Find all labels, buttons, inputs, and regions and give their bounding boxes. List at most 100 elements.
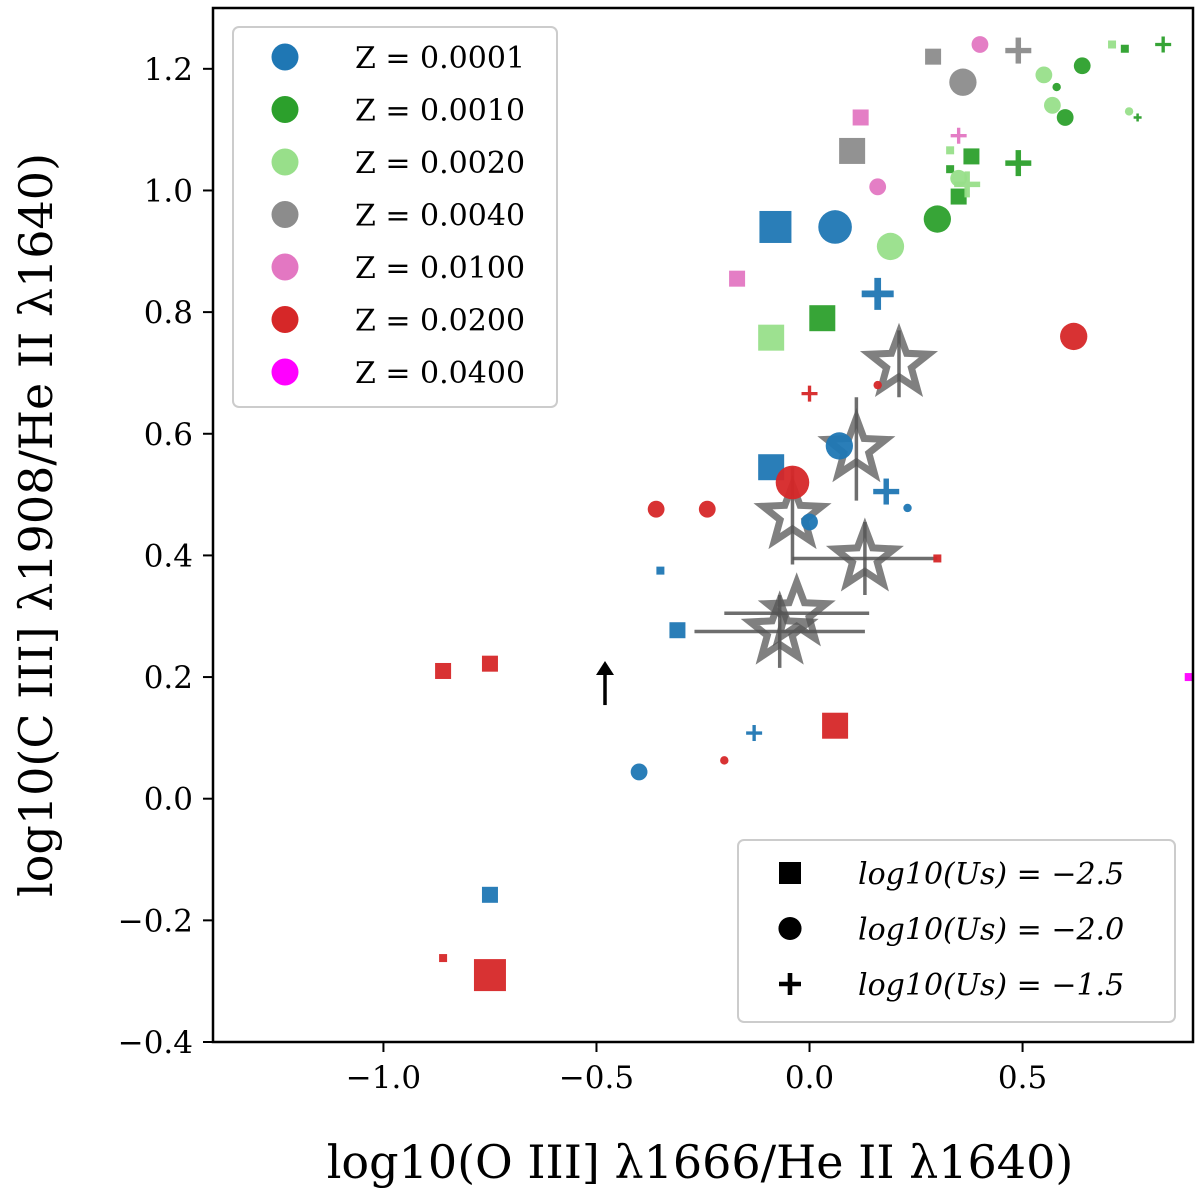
legend-label: Z = 0.0020 [355, 146, 525, 181]
data-point-circle [1056, 109, 1074, 126]
series-Z0010 [809, 36, 1172, 332]
legend-item-plus: log10(Us) = −1.5 [779, 968, 1124, 1003]
y-tick-label: 0.6 [144, 417, 193, 453]
legend-marker-square [779, 862, 801, 884]
model-points-layer [435, 36, 1193, 992]
data-point-circle [647, 500, 665, 518]
data-point-plus [873, 478, 900, 505]
legend-item-Z0400: Z = 0.0400 [271, 356, 525, 391]
data-point-circle [775, 465, 810, 500]
data-point-square [809, 305, 836, 332]
data-point-circle [1043, 96, 1061, 114]
data-point-circle [630, 763, 648, 781]
observation-star [724, 572, 870, 647]
legend-label: Z = 0.0001 [355, 41, 525, 76]
x-tick-label: 0.0 [785, 1060, 834, 1096]
data-point-plus [1005, 150, 1032, 177]
x-axis-title: log10(O III] λ1666/He II λ1640) [327, 1135, 1074, 1189]
legend-label: Z = 0.0400 [355, 356, 525, 391]
legend-label: Z = 0.0010 [355, 94, 525, 129]
series-Z0100 [729, 36, 989, 287]
data-point-circle [971, 36, 989, 53]
x-tick-label: −0.5 [559, 1060, 634, 1096]
legend-label: Z = 0.0200 [355, 304, 525, 339]
legend-item-circle: log10(Us) = −2.0 [778, 913, 1124, 948]
legend-label: Z = 0.0040 [355, 199, 525, 234]
observation-star [694, 590, 865, 668]
legend-item-Z0040: Z = 0.0040 [271, 199, 525, 234]
data-point-square [669, 622, 686, 639]
legend-label: Z = 0.0100 [355, 251, 525, 286]
data-point-circle [825, 432, 853, 460]
data-point-circle [876, 232, 905, 261]
data-point-square [950, 188, 967, 205]
legend-label: log10(Us) = −2.0 [858, 913, 1124, 948]
star-marker [753, 474, 832, 550]
data-point-circle [1124, 107, 1134, 116]
data-point-plus [1133, 113, 1142, 122]
observations-layer [694, 322, 939, 668]
legend-swatch [271, 358, 299, 386]
data-point-square [656, 566, 665, 575]
star-marker [740, 590, 819, 665]
legend-item-Z0100: Z = 0.0100 [271, 251, 525, 286]
data-point-square [822, 712, 849, 739]
observation-star [792, 517, 938, 595]
data-point-plus [801, 385, 818, 402]
legend-item-Z0020: Z = 0.0020 [271, 146, 525, 181]
data-point-circle [1035, 66, 1053, 84]
data-point-plus [1155, 36, 1172, 53]
data-point-square [481, 886, 498, 903]
data-point-circle [720, 756, 729, 765]
legend-swatch [271, 43, 299, 71]
data-point-square [481, 655, 498, 672]
data-point-circle [818, 210, 852, 244]
legend-marker-circle [778, 916, 802, 941]
data-point-square [439, 954, 448, 963]
data-point-plus [950, 127, 967, 144]
data-point-square [963, 148, 980, 165]
x-tick-label: −1.0 [346, 1060, 421, 1096]
star-marker [825, 517, 904, 592]
legend-swatch [271, 253, 299, 281]
data-point-circle [698, 500, 716, 518]
series-Z0040 [839, 37, 1032, 164]
y-tick-label: 1.2 [144, 52, 193, 88]
star-marker [757, 572, 836, 647]
legend-swatch [271, 201, 299, 228]
data-point-circle [801, 513, 818, 531]
data-point-circle [1052, 82, 1061, 92]
data-point-plus [746, 725, 763, 742]
data-point-square [925, 48, 942, 65]
legends-layer: Z = 0.0001 Z = 0.0010 Z = 0.0020 Z = 0.0040… [232, 26, 1176, 1023]
y-tick-label: −0.4 [118, 1025, 193, 1061]
legend-swatch [271, 96, 299, 123]
axes-ticks: −1.0 −0.5 0.0 0.5 −0.4 −0.2 0.0 0.2 0.4 0.6 0.8 1.0… [118, 52, 1048, 1096]
data-point-circle [923, 205, 951, 233]
lower-limit-arrow [596, 661, 614, 706]
data-point-square [1184, 673, 1193, 682]
star-marker [859, 322, 939, 397]
legend-item-Z0010: Z = 0.0010 [271, 94, 525, 129]
y-tick-label: −0.2 [118, 903, 193, 939]
series-Z0400 [1184, 673, 1193, 682]
x-tick-label: 0.5 [998, 1060, 1047, 1096]
legend-swatch [271, 148, 299, 176]
data-point-circle [869, 178, 887, 196]
y-tick-label: 0.4 [144, 538, 193, 574]
data-point-square [933, 554, 942, 563]
data-point-circle [903, 503, 912, 513]
data-point-square [473, 959, 506, 992]
series-Z0200 [435, 322, 1088, 992]
data-point-square [852, 109, 869, 126]
series-Z0020 [758, 40, 1134, 351]
data-point-plus [954, 171, 981, 198]
data-point-circle [949, 68, 977, 96]
data-point-plus [861, 277, 894, 310]
data-point-circle [873, 380, 882, 390]
data-point-square [1108, 40, 1117, 49]
data-point-square [1120, 44, 1129, 53]
data-point-square [946, 146, 955, 155]
data-point-square [839, 137, 866, 164]
